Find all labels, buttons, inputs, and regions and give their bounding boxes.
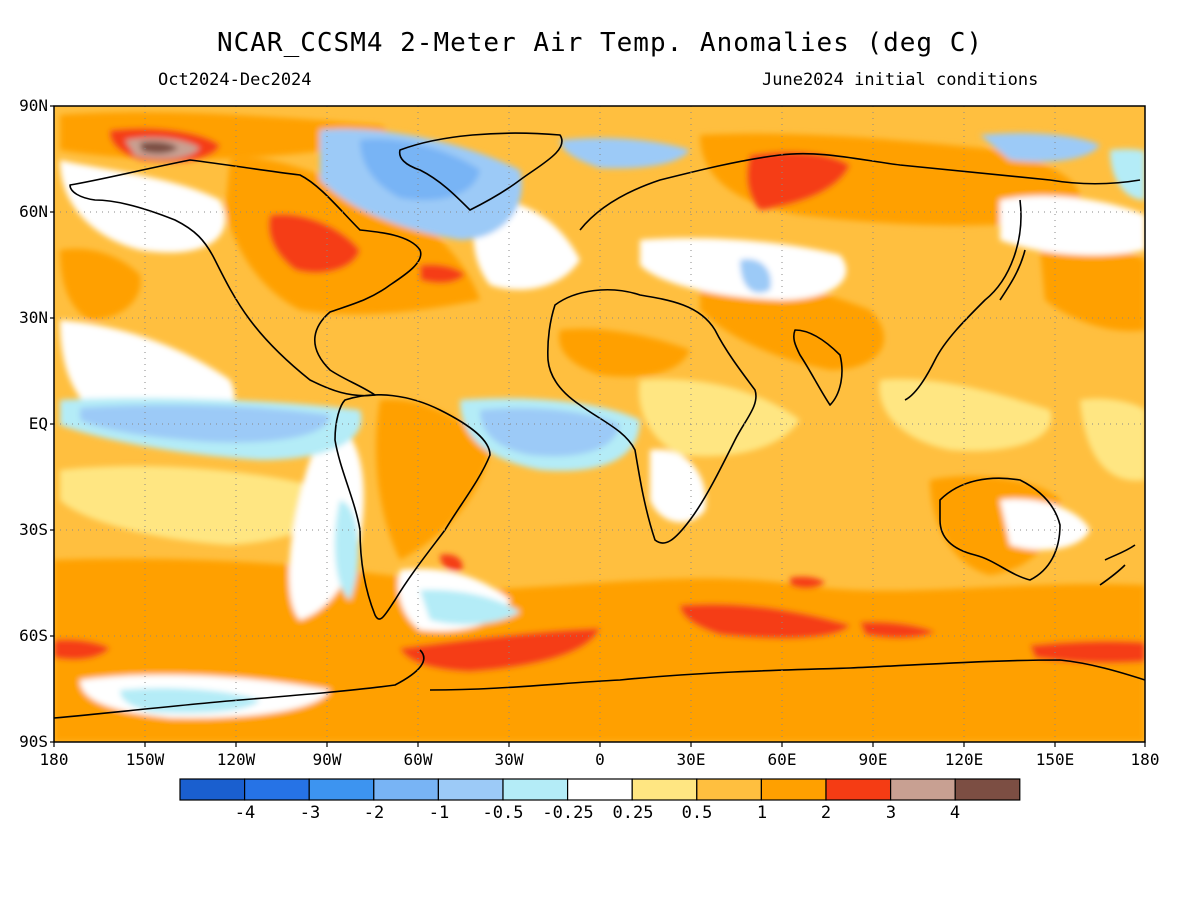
anomaly-region [860, 621, 935, 639]
colorbar-label: 4 [949, 803, 961, 823]
colorbar-swatch [308, 778, 375, 801]
anomaly-region [740, 259, 771, 293]
anomaly-region [700, 279, 885, 370]
lon-label: 30E [676, 750, 706, 769]
lon-label: 150E [1035, 750, 1075, 769]
initial-conditions: June2024 initial conditions [762, 70, 1039, 90]
colorbar-swatch [244, 778, 310, 801]
coastline-japan [999, 249, 1026, 301]
coastline-new-zealand [1099, 544, 1136, 586]
lat-label: 90S [19, 732, 48, 751]
coastlines [54, 132, 1145, 719]
colorbar-label: -4 [234, 803, 256, 823]
anomaly-region [560, 138, 690, 169]
forecast-period: Oct2024-Dec2024 [158, 70, 312, 90]
lon-label: 150W [125, 750, 165, 769]
colorbar-label: 0.25 [612, 803, 654, 823]
lat-label: EQ [28, 414, 48, 433]
coastline-eurasia-north [579, 152, 1141, 401]
coastline-australia [939, 477, 1061, 581]
colorbar [179, 778, 1021, 801]
lon-label: 180 [1130, 750, 1160, 769]
lon-label: 120E [944, 750, 984, 769]
colorbar-label: -1 [428, 803, 450, 823]
anomaly-region [54, 639, 110, 660]
coastline-greenland [398, 132, 563, 211]
colorbar-swatch [825, 778, 892, 801]
colorbar-swatch [502, 778, 569, 801]
anomaly-region [1000, 499, 1090, 550]
lon-label: 90W [312, 750, 342, 769]
lat-label: 30S [19, 520, 48, 539]
anomaly-region [1080, 398, 1145, 481]
coastline-antarctica [54, 649, 1145, 719]
anomaly-region [400, 628, 600, 672]
anomaly-region [268, 214, 360, 274]
lon-label: 180 [39, 750, 69, 769]
anomaly-region [420, 264, 465, 284]
lat-label: 60S [19, 626, 48, 645]
anomaly-region [420, 589, 520, 625]
lon-label: 60W [403, 750, 433, 769]
colorbar-label: -3 [299, 803, 321, 823]
lon-label: 120W [216, 750, 256, 769]
lat-label: 30N [19, 308, 48, 327]
colorbar-label: 3 [885, 803, 897, 823]
colorbar-swatch [696, 778, 762, 801]
anomaly-region [680, 603, 850, 639]
anomaly-region [1000, 195, 1145, 256]
colorbar-swatch [954, 778, 1021, 801]
anomaly-field [54, 106, 1145, 742]
colorbar-swatch [566, 778, 633, 801]
anomaly-region [639, 379, 800, 457]
lon-label: 0 [595, 750, 605, 769]
anomaly-region [60, 466, 332, 545]
coastline-south-america [334, 394, 491, 620]
colorbar-label: -0.5 [482, 803, 524, 823]
coastline-africa-eurasia [547, 289, 757, 544]
lat-label: 90N [19, 96, 48, 115]
colorbar-label: 1 [756, 803, 768, 823]
anomaly-region [559, 328, 690, 377]
colorbar-label: -2 [363, 803, 385, 823]
anomaly-region [1040, 245, 1145, 331]
grid-lines [54, 106, 1145, 742]
anomaly-region [334, 500, 359, 600]
lon-label: 30W [494, 750, 524, 769]
anomaly-region [650, 449, 706, 523]
anomaly-region [120, 688, 260, 714]
anomaly-region [1030, 640, 1145, 664]
colorbar-label: 2 [820, 803, 832, 823]
colorbar-swatch [437, 778, 504, 801]
colorbar-swatch [373, 778, 439, 801]
anomaly-region [60, 160, 226, 253]
anomaly-region [225, 158, 480, 315]
anomaly-region [790, 576, 825, 589]
lon-label: 60E [767, 750, 797, 769]
lat-label: 60N [19, 202, 48, 221]
anomaly-region [879, 379, 1052, 451]
lon-label: 90E [858, 750, 888, 769]
map-title: NCAR_CCSM4 2-Meter Air Temp. Anomalies (… [216, 28, 984, 58]
anomaly-region [140, 141, 178, 154]
colorbar-label: 0.5 [681, 803, 713, 823]
coastline-india [793, 329, 843, 406]
anomaly-region [480, 408, 620, 457]
colorbar-swatch [889, 778, 956, 801]
colorbar-swatch [179, 778, 246, 801]
colorbar-swatch [760, 778, 827, 801]
anomaly-region [980, 133, 1100, 162]
colorbar-swatch [631, 778, 698, 801]
coastline-north-america [69, 159, 422, 397]
anomaly-region [747, 151, 850, 210]
anomaly-region [440, 554, 463, 572]
anomaly-region [60, 248, 141, 320]
anomaly-region [376, 399, 490, 560]
axis-ticks [50, 105, 1146, 747]
anomaly-region [1110, 149, 1145, 200]
colorbar-label: -0.25 [542, 803, 594, 823]
